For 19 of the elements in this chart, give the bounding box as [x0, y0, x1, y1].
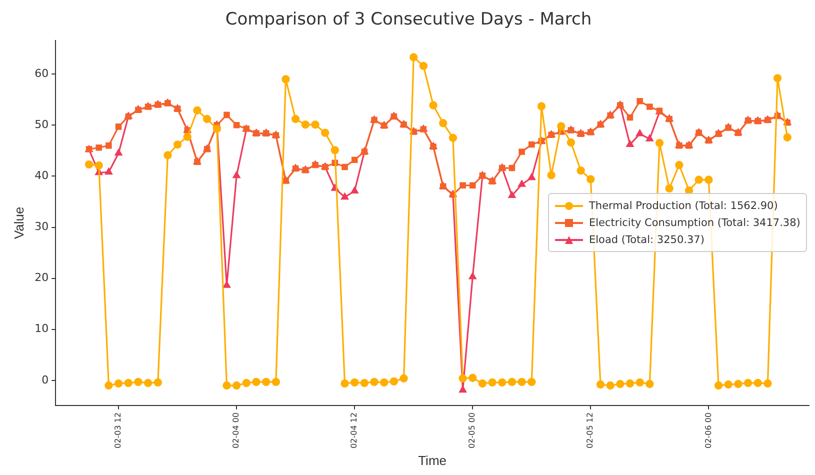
- y-tick-label: 0: [42, 373, 49, 386]
- legend-label: Thermal Production (Total: 1562.90): [589, 200, 778, 212]
- y-tick-label: 60: [34, 66, 49, 80]
- x-tick-label: 02-03 12: [114, 412, 123, 448]
- y-tick-label: 30: [34, 220, 49, 234]
- legend-label: Electricity Consumption (Total: 3417.38): [589, 216, 800, 229]
- legend-label: Eload (Total: 3250.37): [589, 234, 704, 246]
- y-tick-label: 10: [34, 322, 49, 336]
- x-tick-label: 02-05 12: [586, 412, 595, 448]
- x-tick-label: 02-04 00: [232, 412, 241, 448]
- y-axis-title: Value: [11, 206, 26, 240]
- x-tick-label: 02-04 12: [350, 412, 359, 448]
- y-tick-label: 40: [34, 169, 49, 182]
- y-tick-label: 20: [34, 271, 49, 284]
- x-tick-label: 02-06 00: [704, 412, 713, 448]
- x-tick-label: 02-05 00: [468, 412, 477, 448]
- x-axis-title: Time: [418, 452, 446, 468]
- y-tick-label: 50: [34, 118, 49, 132]
- chart-title: Comparison of 3 Consecutive Days - March: [225, 10, 592, 30]
